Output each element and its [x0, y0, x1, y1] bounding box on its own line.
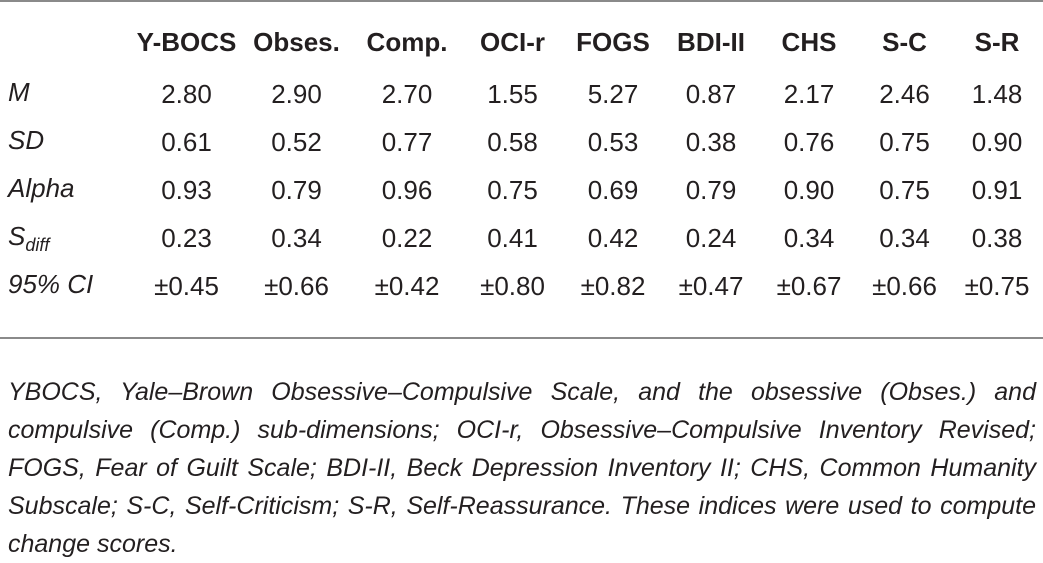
- column-header: S-C: [882, 26, 927, 57]
- table-row: Alpha 0.93 0.79 0.96 0.75 0.69 0.79 0.90…: [0, 166, 1043, 214]
- table-cell: 0.77: [381, 126, 433, 157]
- table-row: M 2.80 2.90 2.70 1.55 5.27 0.87 2.17 2.4…: [0, 70, 1043, 118]
- table-cell: ±0.75: [964, 270, 1030, 301]
- column-header: Comp.: [366, 26, 448, 57]
- table-cell: 2.90: [271, 78, 322, 109]
- row-label: 95% CI: [8, 268, 94, 299]
- table-cell: 0.69: [587, 174, 639, 205]
- table-cell: 0.96: [381, 174, 433, 205]
- table-cell: 0.34: [271, 222, 322, 253]
- table-cell: 0.61: [161, 126, 212, 157]
- table-cell: 2.80: [161, 78, 212, 109]
- table-cell: 0.79: [685, 174, 737, 205]
- table-cell: 0.34: [879, 222, 930, 253]
- table-cell: ±0.47: [678, 270, 744, 301]
- table-cell: ±0.45: [154, 270, 219, 301]
- statistics-table: Y-BOCS Obses. Comp. OCI-r FOGS BDI-II CH…: [0, 14, 1043, 310]
- table-row: SD 0.61 0.52 0.77 0.58 0.53 0.38 0.76 0.…: [0, 118, 1043, 166]
- header-row: Y-BOCS Obses. Comp. OCI-r FOGS BDI-II CH…: [0, 14, 1043, 70]
- table-cell: 0.87: [685, 78, 737, 109]
- row-label: Alpha: [8, 172, 75, 203]
- table-cell: 0.93: [161, 174, 212, 205]
- table-cell: 1.48: [971, 78, 1023, 109]
- column-header: OCI-r: [480, 26, 545, 57]
- table-cell: 0.52: [271, 126, 322, 157]
- row-label: M: [8, 76, 30, 107]
- table-cell: 0.75: [879, 126, 930, 157]
- table-cell: 0.38: [685, 126, 737, 157]
- table-cell: ±0.66: [264, 270, 329, 301]
- table-cell: 0.90: [971, 126, 1023, 157]
- table-cell: 0.24: [685, 222, 737, 253]
- table-cell: ±0.67: [776, 270, 842, 301]
- table-cell: 2.46: [879, 78, 930, 109]
- column-header: S-R: [974, 26, 1020, 57]
- table-cell: ±0.66: [872, 270, 937, 301]
- table-cell: 0.53: [587, 126, 639, 157]
- table-cell: 0.75: [879, 174, 930, 205]
- table-cell: 0.23: [161, 222, 212, 253]
- table-cell: 0.90: [783, 174, 835, 205]
- table-row: Sdiff 0.23 0.34 0.22 0.41 0.42 0.24 0.34…: [0, 214, 1043, 262]
- table-cell: ±0.80: [480, 270, 545, 301]
- footnote-divider: [0, 337, 1043, 339]
- column-header: [0, 14, 133, 70]
- column-header: BDI-II: [677, 26, 745, 57]
- column-header: FOGS: [576, 26, 650, 57]
- column-header: CHS: [781, 26, 837, 57]
- column-header: Obses.: [253, 26, 340, 57]
- table-cell: 0.58: [487, 126, 538, 157]
- top-rule: [0, 0, 1043, 2]
- row-label: Sdiff: [8, 220, 50, 255]
- table-cell: 1.55: [487, 78, 538, 109]
- table-cell: 0.75: [487, 174, 538, 205]
- table-cell: 0.41: [487, 222, 538, 253]
- table-cell: ±0.82: [580, 270, 646, 301]
- table-cell: 0.38: [971, 222, 1023, 253]
- table-cell: 0.34: [783, 222, 835, 253]
- table-cell: 5.27: [587, 78, 639, 109]
- table-cell: 2.17: [783, 78, 835, 109]
- table-cell: 0.42: [587, 222, 639, 253]
- table-cell: 0.22: [381, 222, 433, 253]
- table-cell: 0.79: [271, 174, 322, 205]
- table-cell: 0.91: [971, 174, 1023, 205]
- row-label: SD: [8, 124, 45, 155]
- table-cell: 2.70: [381, 78, 433, 109]
- table-cell: ±0.42: [374, 270, 440, 301]
- table-row: 95% CI ±0.45 ±0.66 ±0.42 ±0.80 ±0.82 ±0.…: [0, 262, 1043, 310]
- table-cell: 0.76: [783, 126, 835, 157]
- column-header: Y-BOCS: [136, 26, 237, 57]
